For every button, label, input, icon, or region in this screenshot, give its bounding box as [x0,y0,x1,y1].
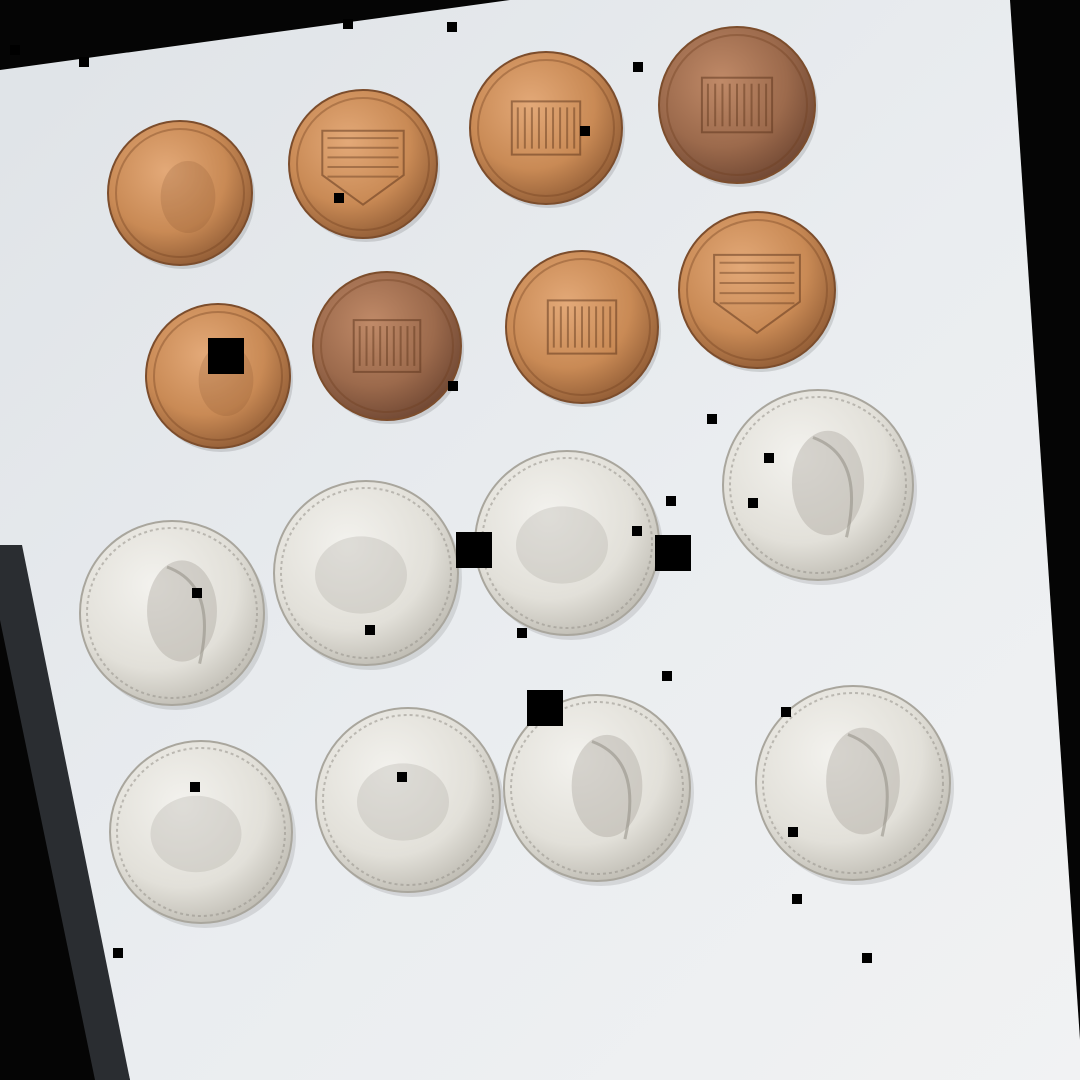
noise-square [79,57,89,67]
noise-square [190,782,200,792]
noise-square [788,827,798,837]
noise-square [633,62,643,72]
quarter-coin [755,685,954,885]
noise-square [632,526,642,536]
noise-square [365,625,375,635]
penny-coin [658,26,818,187]
noise-square [448,381,458,391]
noise-square [792,894,802,904]
noise-square [113,948,123,958]
noise-square [192,588,202,598]
noise-square [447,22,457,32]
noise-square [527,690,563,726]
noise-square [397,772,407,782]
noise-square [862,953,872,963]
quarter-coin [273,480,462,670]
penny-coin [469,51,625,208]
table-edge [0,545,130,1080]
penny-coin [107,120,255,269]
coin-layer [79,26,954,928]
penny-coin [505,250,661,407]
quarter-coin [79,520,268,710]
penny-coin [312,271,464,424]
quarter-coin [503,694,694,886]
quarter-coin [109,740,296,928]
noise-square [580,126,590,136]
penny-coin [288,89,440,242]
noise-square [334,193,344,203]
noise-square [517,628,527,638]
noise-square [208,338,244,374]
penny-coin [678,211,838,372]
quarter-coin [315,707,504,897]
noise-artifacts [10,19,872,963]
noise-square [655,535,691,571]
noise-square [343,19,353,29]
noise-square [662,671,672,681]
noise-square [10,45,20,55]
noise-square [707,414,717,424]
penny-coin [145,303,293,452]
quarter-coin [474,450,663,640]
noise-square [781,707,791,717]
noise-square [456,532,492,568]
noise-square [748,498,758,508]
noise-square [764,453,774,463]
noise-square [666,496,676,506]
quarter-coin [722,389,917,585]
